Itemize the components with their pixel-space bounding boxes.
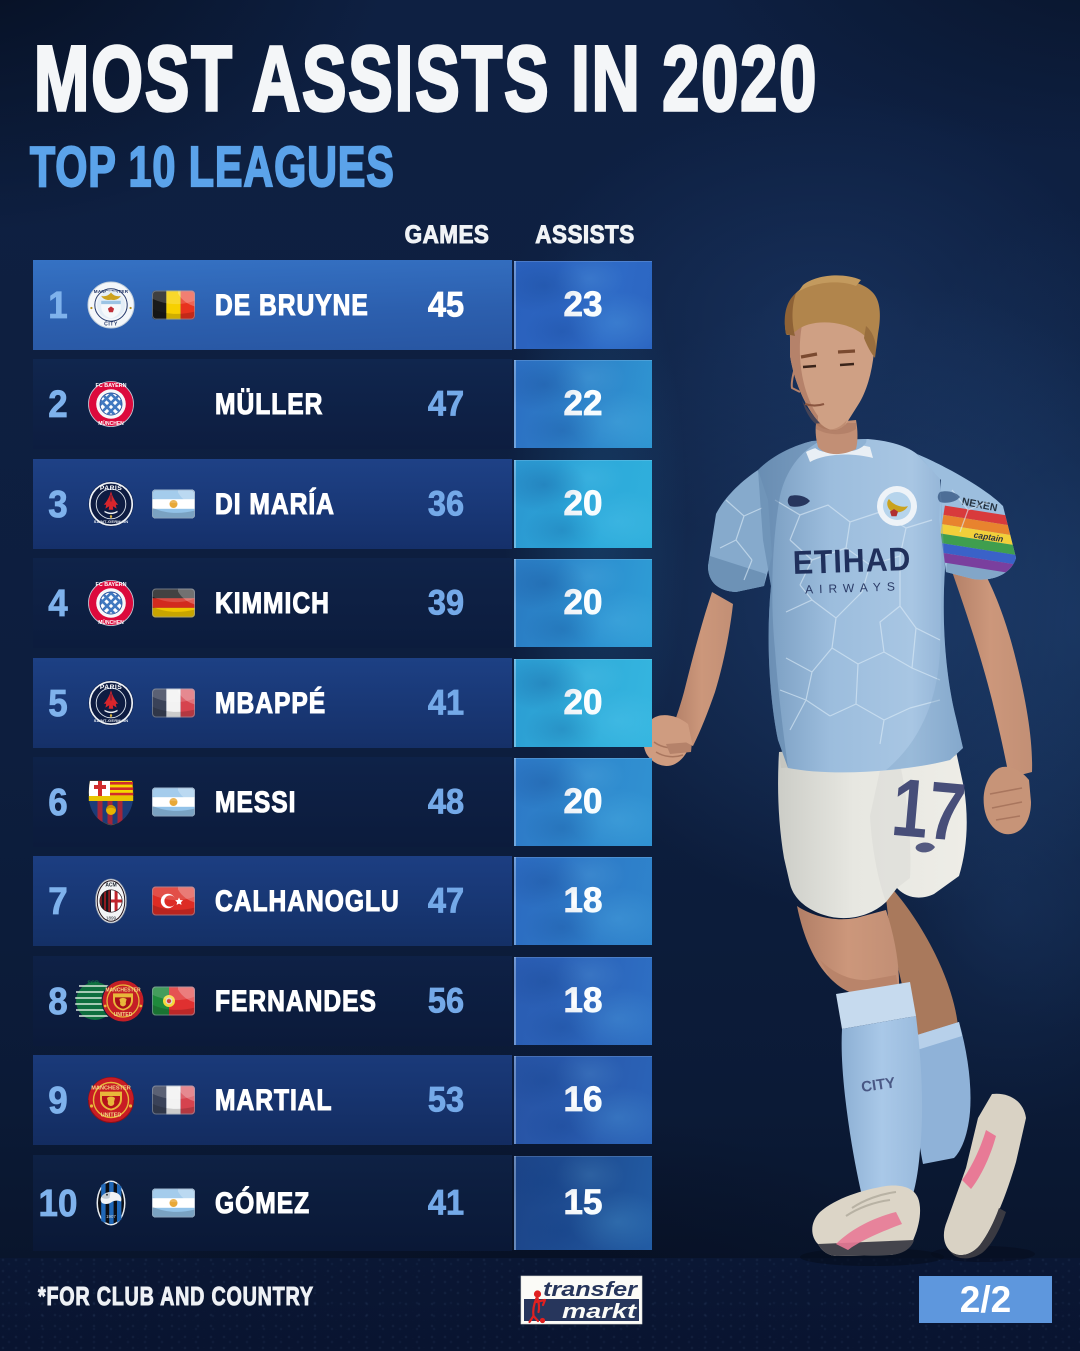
- svg-text:MÜNCHEN: MÜNCHEN: [98, 619, 124, 626]
- svg-text:1899: 1899: [106, 916, 117, 921]
- svg-text:17: 17: [888, 761, 969, 859]
- svg-text:PARIS: PARIS: [100, 485, 122, 492]
- svg-text:captain: captain: [973, 530, 1004, 545]
- svg-text:MANCHESTER: MANCHESTER: [91, 1085, 130, 1091]
- svg-text:SCP: SCP: [87, 981, 99, 987]
- svg-text:markt: markt: [562, 1301, 638, 1323]
- svg-text:MANCHESTER: MANCHESTER: [105, 987, 141, 993]
- svg-text:AIRWAYS: AIRWAYS: [805, 579, 901, 596]
- svg-text:UNITED: UNITED: [101, 1113, 122, 1119]
- svg-text:FC BAYERN: FC BAYERN: [96, 383, 127, 389]
- svg-text:SAINT-GERMAIN: SAINT-GERMAIN: [94, 718, 129, 723]
- svg-text:CITY: CITY: [860, 1074, 896, 1096]
- svg-text:ETIHAD: ETIHAD: [792, 540, 912, 582]
- svg-text:SAINT-GERMAIN: SAINT-GERMAIN: [94, 519, 129, 524]
- svg-text:1907: 1907: [106, 1214, 116, 1219]
- svg-text:PARIS: PARIS: [100, 684, 122, 691]
- svg-text:UNITED: UNITED: [114, 1012, 133, 1018]
- svg-text:ACM: ACM: [105, 883, 116, 889]
- svg-text:FC BAYERN: FC BAYERN: [96, 582, 127, 588]
- svg-text:MÜNCHEN: MÜNCHEN: [98, 420, 124, 427]
- svg-text:transfer: transfer: [543, 1279, 639, 1301]
- svg-text:CITY: CITY: [104, 322, 118, 328]
